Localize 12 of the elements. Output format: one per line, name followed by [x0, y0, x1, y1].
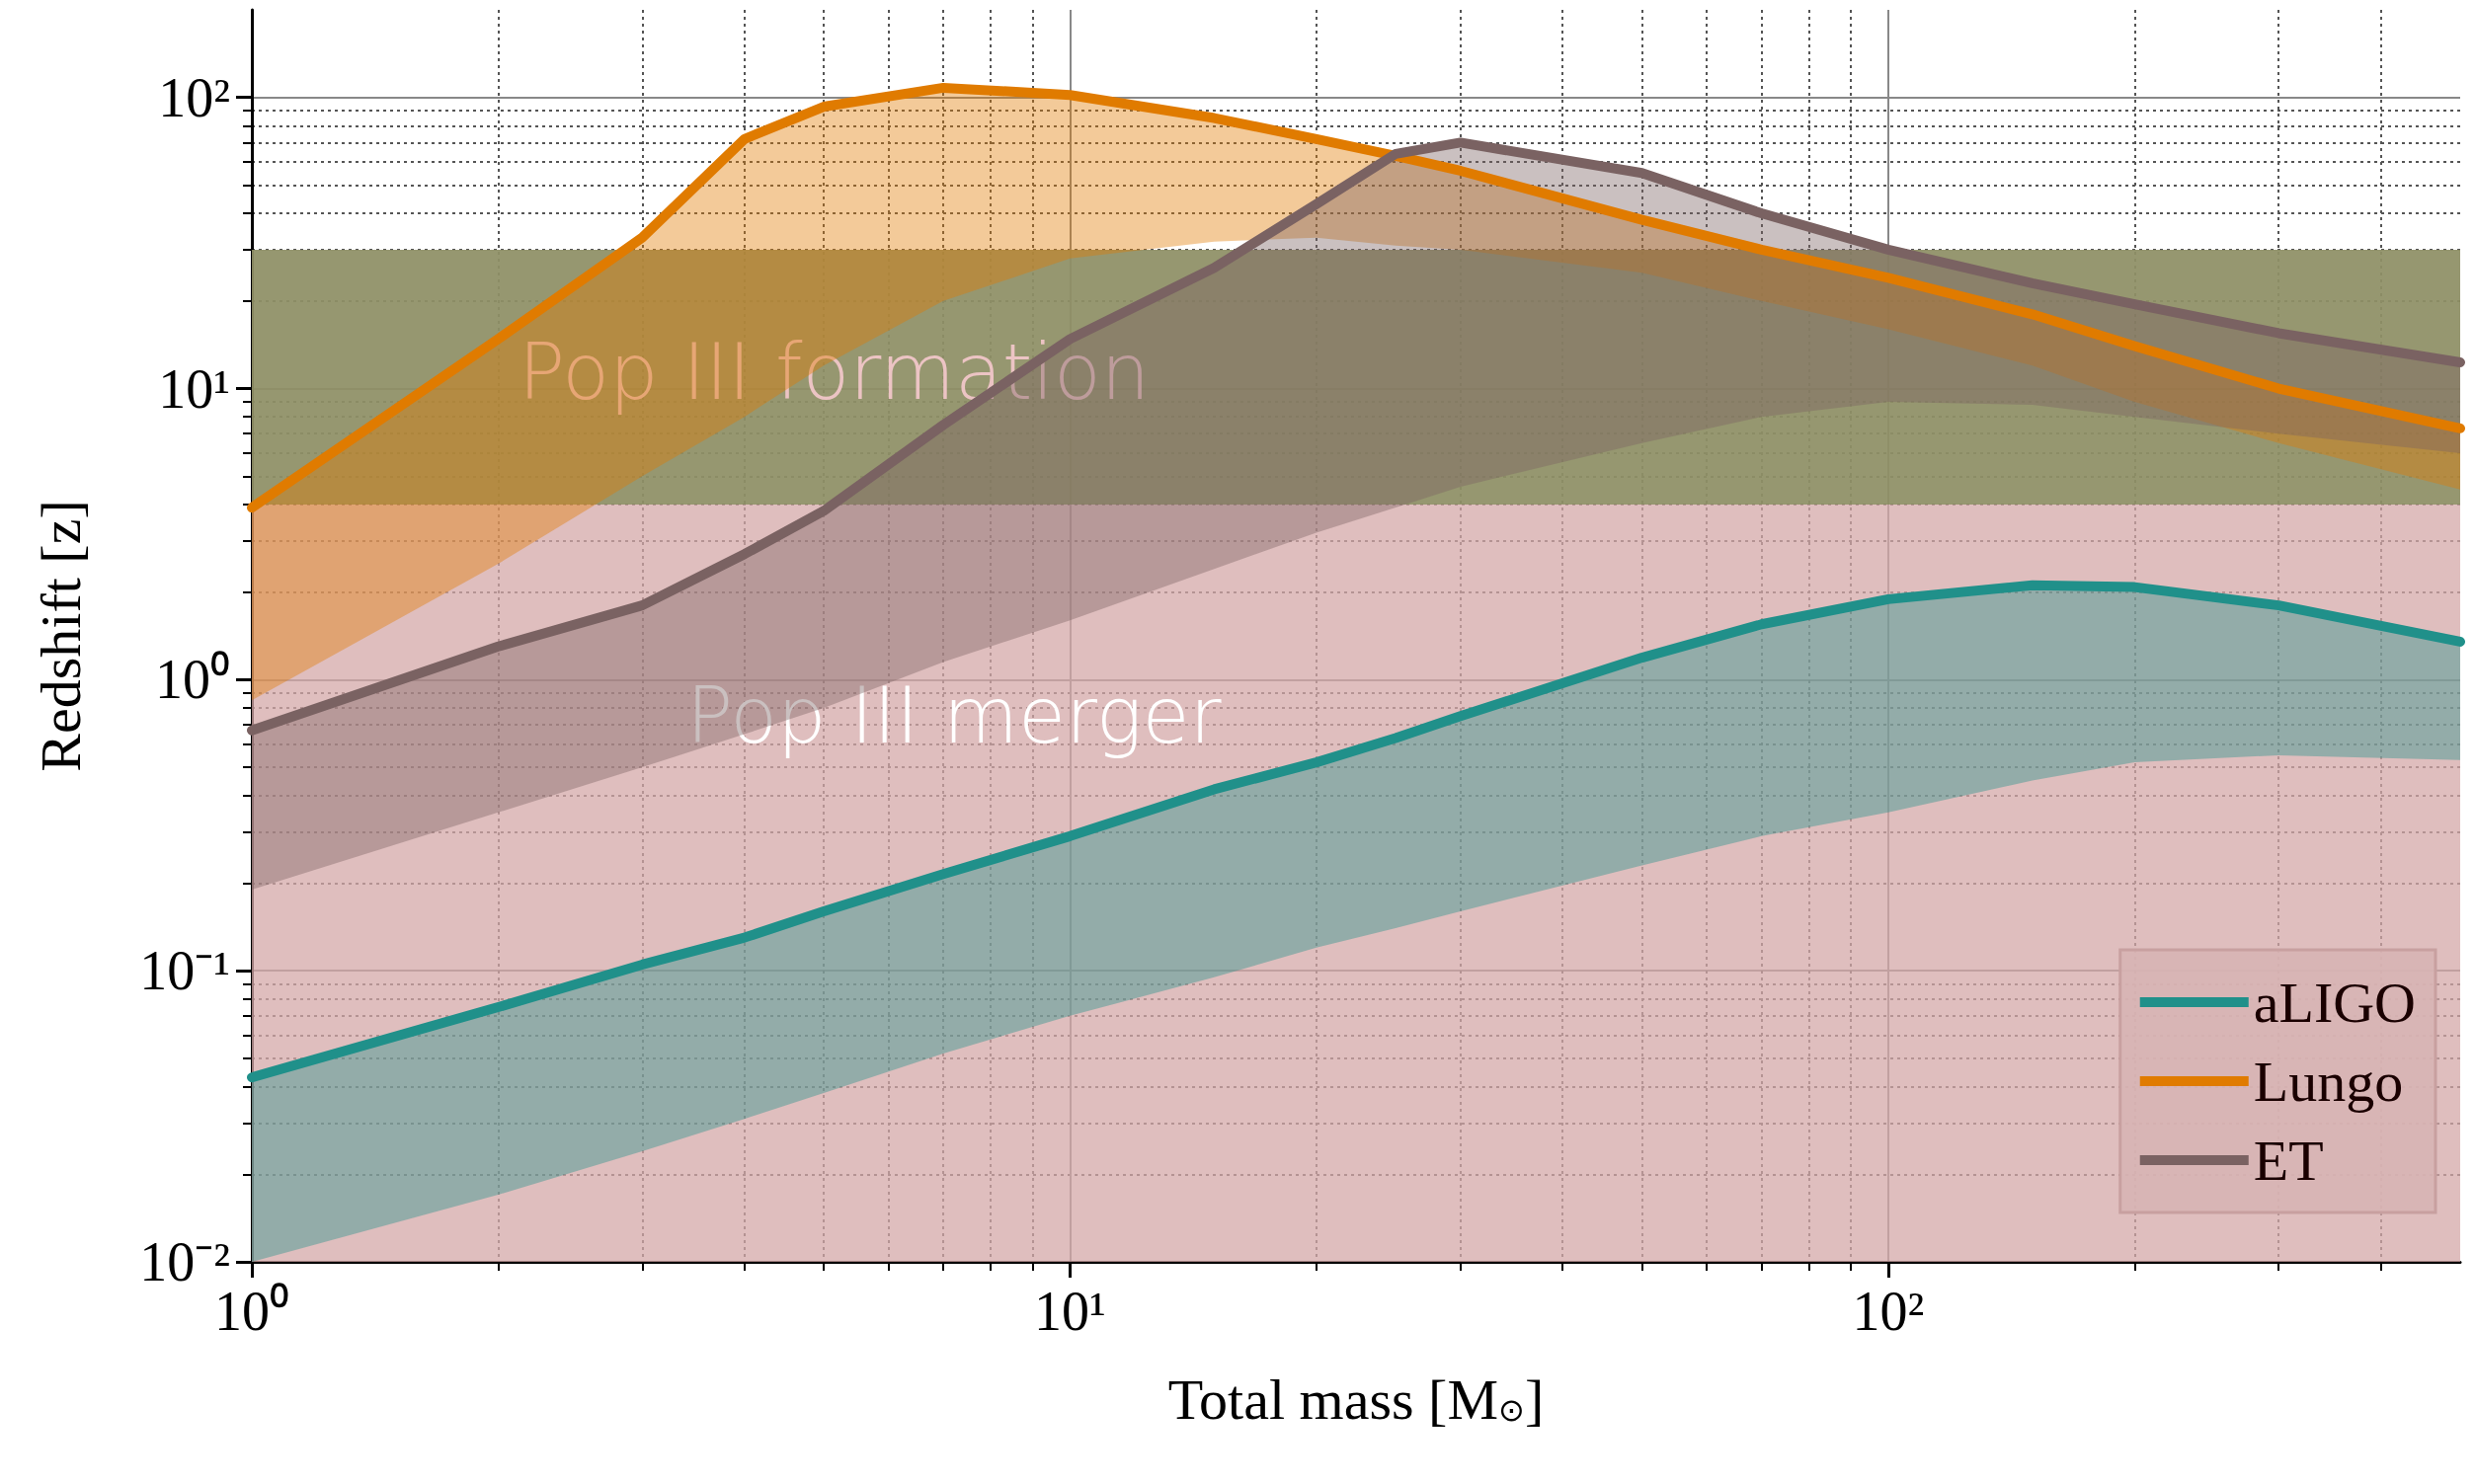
x-tick-label: 10²	[1852, 1281, 1925, 1342]
legend-label: ET	[2253, 1128, 2324, 1193]
x-axis-title: Total mass [M⊙]	[1167, 1367, 1545, 1432]
y-tick-label: 10²	[158, 66, 230, 128]
x-tick-label: 10¹	[1034, 1281, 1106, 1342]
y-tick-label: 10⁰	[155, 649, 230, 711]
y-tick-label: 10⁻¹	[139, 940, 230, 1002]
band-label: Pop III merger	[686, 671, 1222, 761]
legend-label: aLIGO	[2253, 970, 2417, 1035]
y-tick-label: 10¹	[158, 357, 230, 420]
y-axis-title: Redshift [z]	[28, 500, 93, 772]
legend-label: Lungo	[2253, 1049, 2404, 1114]
